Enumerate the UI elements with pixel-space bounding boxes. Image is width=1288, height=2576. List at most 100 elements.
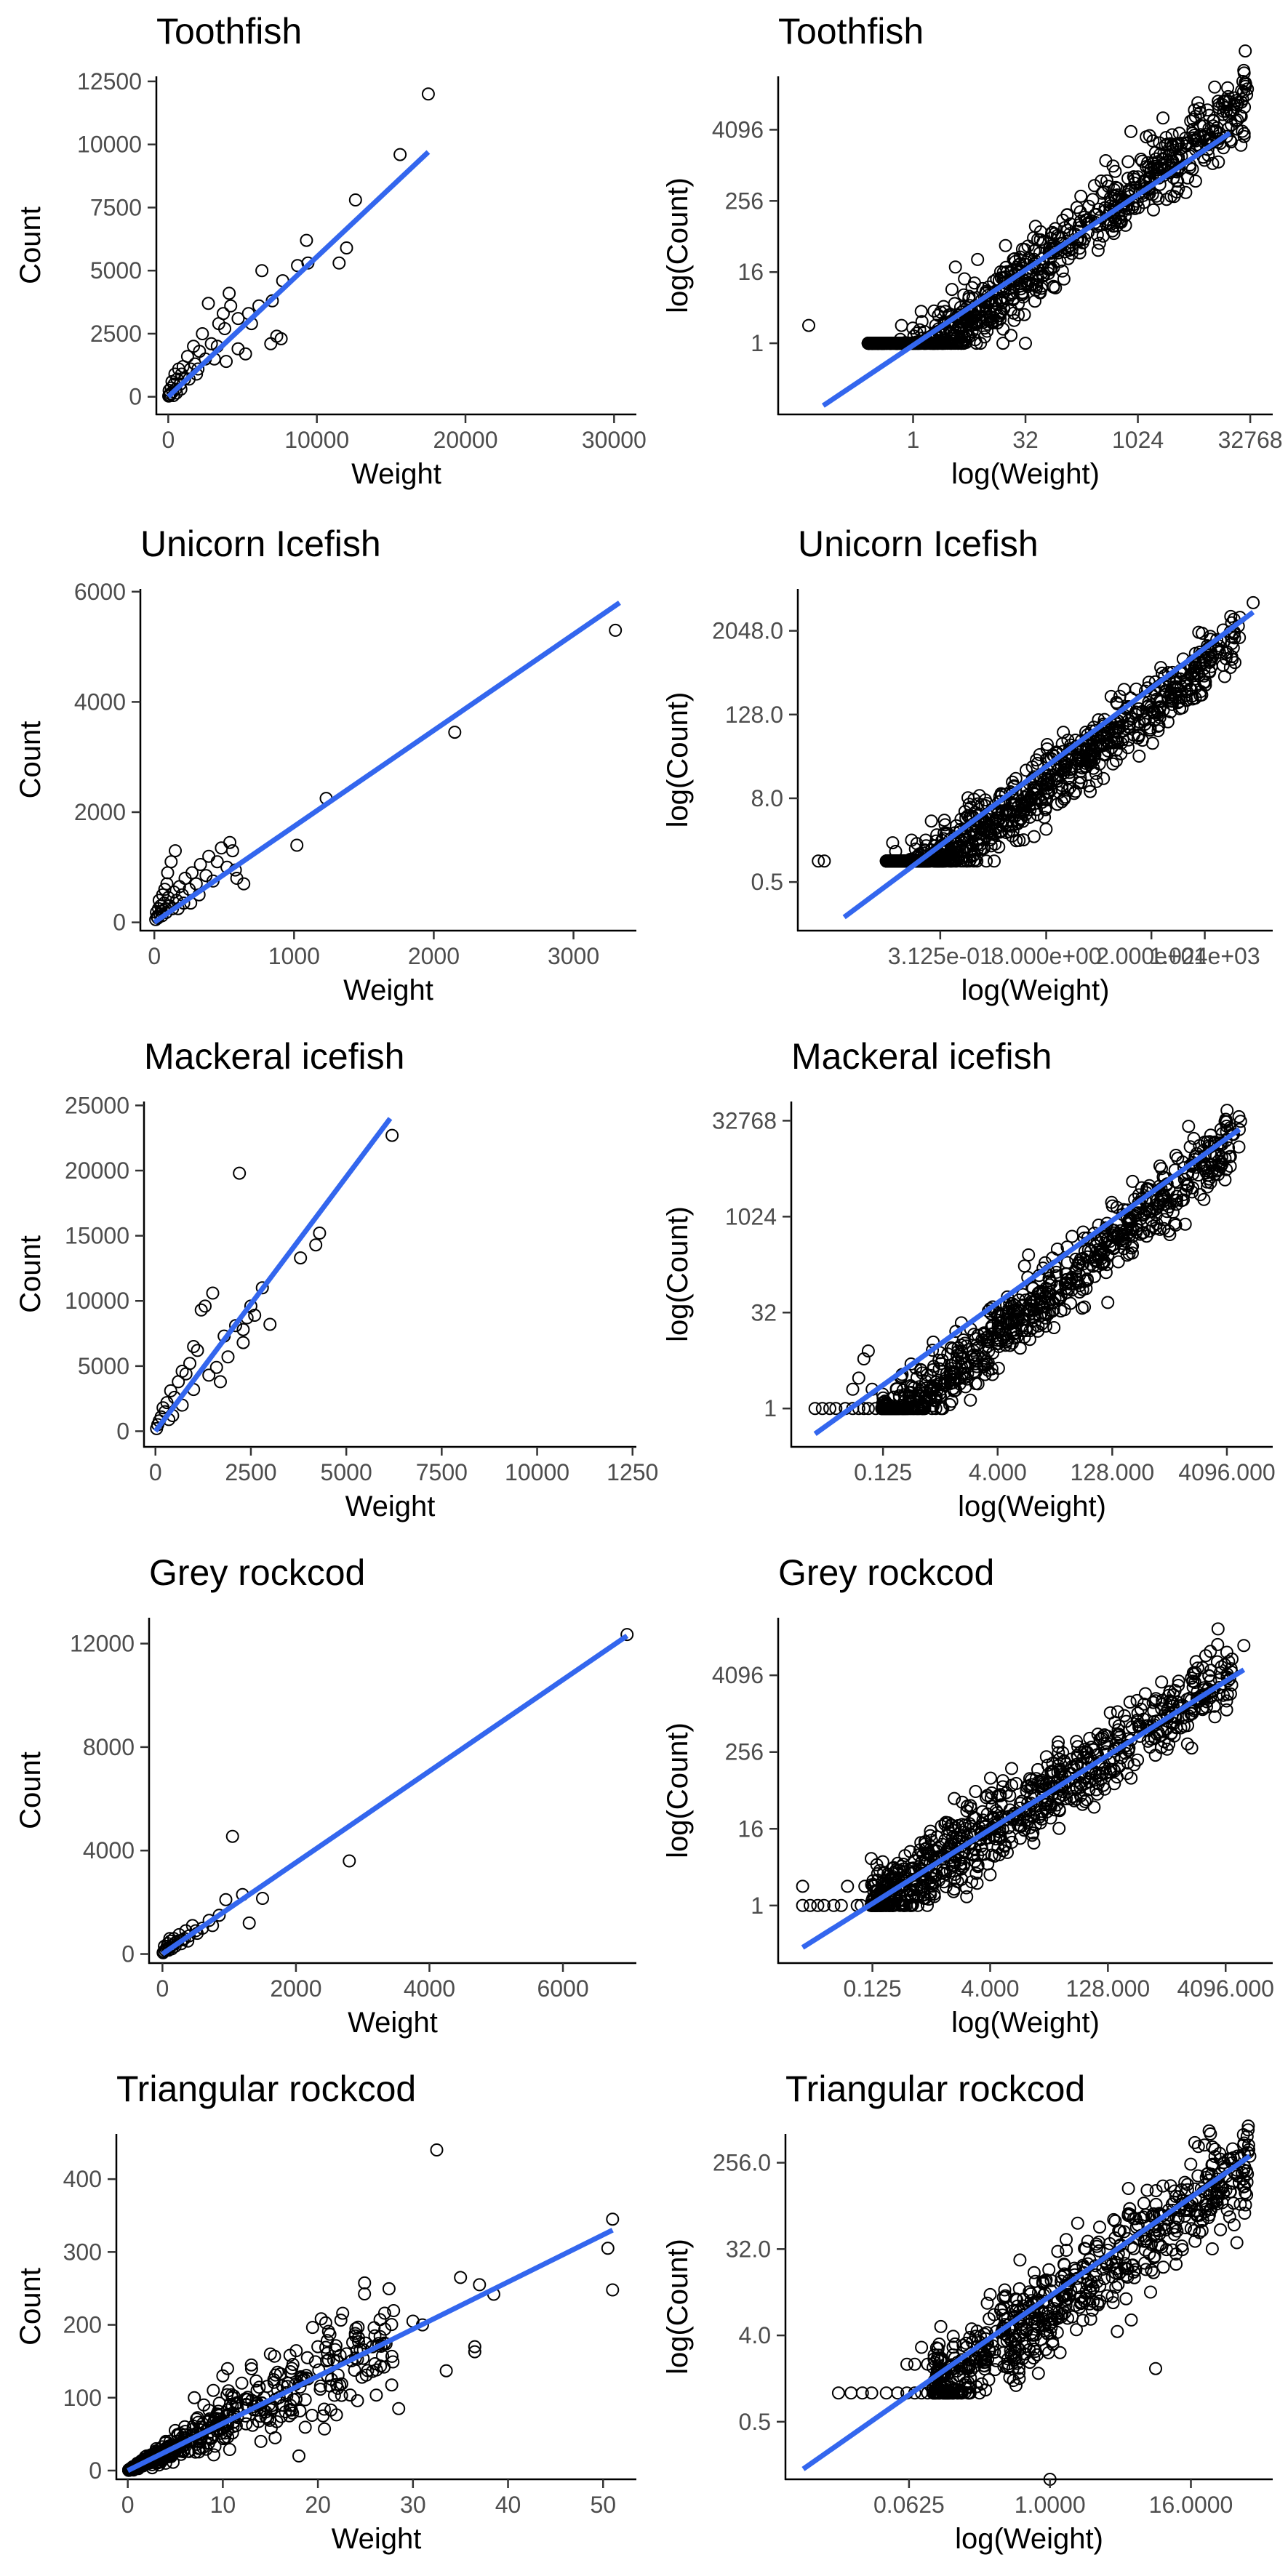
data-point <box>965 824 979 838</box>
data-point <box>179 1367 193 1381</box>
data-point <box>242 1916 256 1930</box>
data-point <box>1170 1189 1184 1203</box>
y-tick-label: 100 <box>63 2385 102 2411</box>
data-point <box>1078 1300 1092 1314</box>
data-point <box>290 838 304 852</box>
data-point <box>223 835 236 849</box>
data-point <box>1079 1282 1093 1296</box>
data-point <box>889 337 903 350</box>
data-point <box>979 1341 993 1355</box>
scatter-points <box>802 44 1255 350</box>
data-point <box>937 827 951 840</box>
x-axis-label: Weight <box>332 2523 422 2555</box>
data-point <box>609 623 623 637</box>
data-point <box>1124 1222 1137 1236</box>
data-point <box>1179 132 1193 145</box>
data-point <box>938 818 952 832</box>
data-point <box>996 322 1010 336</box>
data-point <box>1169 1149 1183 1162</box>
data-point <box>1009 1777 1023 1790</box>
data-point <box>964 801 977 814</box>
data-point <box>1122 182 1136 196</box>
data-point <box>985 1318 999 1332</box>
data-point <box>1025 278 1039 292</box>
data-point <box>982 825 996 838</box>
data-point <box>300 233 313 247</box>
data-point <box>1005 1762 1018 1775</box>
data-point <box>294 1251 308 1265</box>
data-point <box>1166 138 1180 152</box>
data-point <box>1193 105 1207 119</box>
data-point <box>929 1375 943 1389</box>
data-point <box>150 1421 164 1435</box>
data-point <box>1061 734 1075 747</box>
data-point <box>1036 1300 1050 1314</box>
data-point <box>972 789 986 803</box>
data-point <box>223 286 236 300</box>
data-point <box>236 1323 250 1336</box>
data-point <box>1106 159 1120 173</box>
data-point <box>1013 250 1027 264</box>
data-point <box>1205 2242 1219 2255</box>
x-tick-label: 7500 <box>416 1459 468 1485</box>
x-tick-label: 2500 <box>225 1459 276 1485</box>
data-point <box>961 1367 975 1381</box>
data-point <box>1039 801 1052 815</box>
data-point <box>1095 186 1109 200</box>
fit-line <box>127 2228 614 2473</box>
data-point <box>962 854 976 868</box>
data-point <box>1028 294 1041 308</box>
x-axis-label: log(Weight) <box>951 458 1100 490</box>
x-tick-label: 1000 <box>268 943 320 969</box>
data-point <box>1052 1821 1066 1835</box>
data-point <box>919 839 933 853</box>
x-tick-label: 32 <box>1012 427 1039 453</box>
data-point <box>1247 595 1260 609</box>
data-point <box>948 260 962 274</box>
data-point <box>1132 1196 1145 1209</box>
data-point <box>1081 1250 1095 1264</box>
data-point <box>1134 1212 1148 1226</box>
data-point <box>1034 773 1048 787</box>
x-tick-label: 3000 <box>548 943 599 969</box>
data-point <box>1027 781 1041 795</box>
data-point <box>1041 774 1055 787</box>
chart-title: Unicorn Icefish <box>798 523 1039 564</box>
chart-title: Mackeral icefish <box>791 1036 1052 1077</box>
data-point <box>369 2388 383 2402</box>
data-point <box>992 795 1006 808</box>
data-point <box>961 1360 975 1373</box>
x-tick-label: 50 <box>590 2492 616 2518</box>
data-point <box>1131 706 1145 720</box>
data-point <box>1188 672 1201 686</box>
data-point <box>1231 122 1244 136</box>
data-point <box>1088 1251 1102 1264</box>
data-point <box>1092 757 1106 771</box>
chart-panel: Unicorn Icefish3.125e-018.000e+002.000e+… <box>662 523 1273 1006</box>
data-point <box>1052 230 1065 244</box>
data-point <box>1106 757 1120 771</box>
data-point <box>1071 2216 1084 2230</box>
data-point <box>955 1352 969 1365</box>
data-point <box>214 1375 227 1389</box>
scatter-points <box>162 87 435 403</box>
x-tick-label: 128.000 <box>1071 1459 1155 1485</box>
y-tick-label: 5000 <box>78 1353 129 1379</box>
data-point <box>908 1402 921 1416</box>
data-point <box>1029 270 1043 284</box>
data-point <box>233 1166 247 1180</box>
data-point <box>1178 1217 1192 1231</box>
data-point <box>1161 691 1175 705</box>
chart-title: Triangular rockcod <box>785 2069 1085 2109</box>
data-point <box>899 854 913 868</box>
data-point <box>926 1344 940 1357</box>
data-point <box>1194 685 1207 698</box>
data-point <box>313 1227 327 1240</box>
data-point <box>905 1380 919 1394</box>
data-point <box>968 316 982 329</box>
data-point <box>1215 1150 1228 1164</box>
data-point <box>1017 1259 1031 1273</box>
data-point <box>915 315 929 329</box>
data-point <box>1018 243 1032 257</box>
